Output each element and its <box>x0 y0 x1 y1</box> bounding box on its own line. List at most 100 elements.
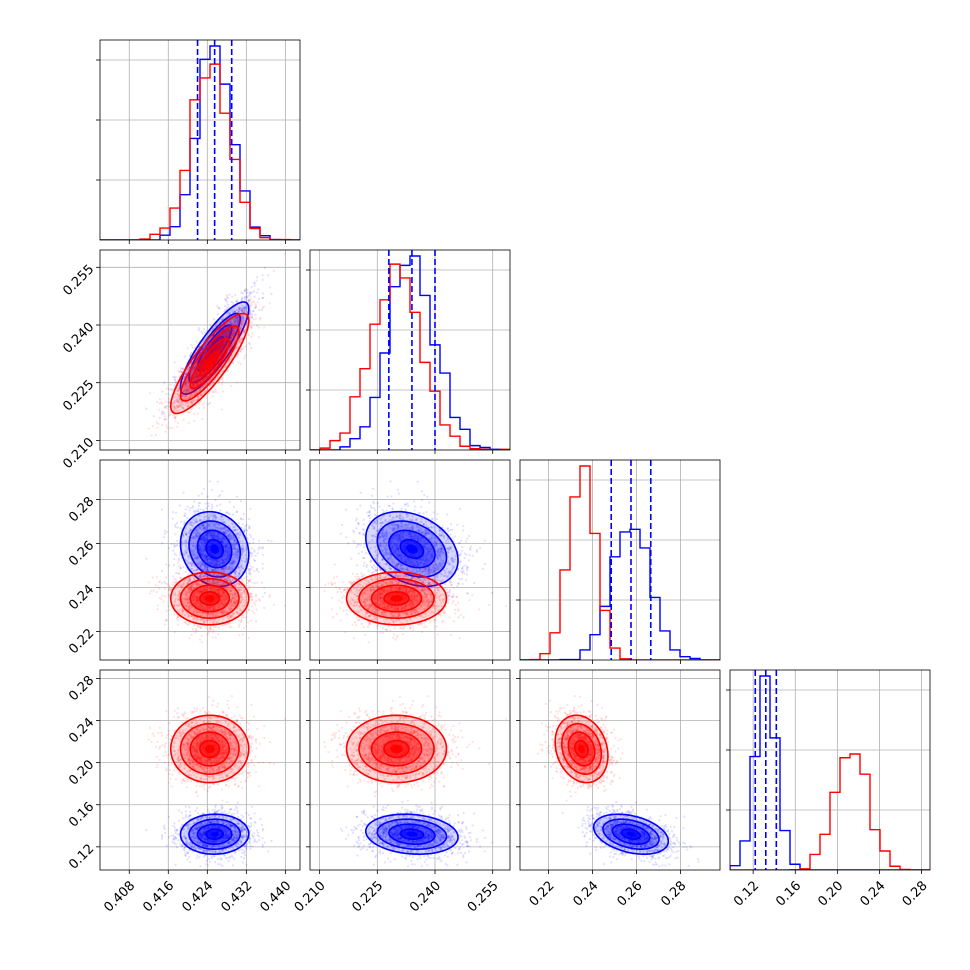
scatter-point <box>208 329 211 333</box>
scatter-point <box>186 404 190 407</box>
scatter-point <box>254 313 257 317</box>
scatter-point <box>198 380 201 383</box>
scatter-point <box>171 510 175 514</box>
scatter-point <box>231 332 234 335</box>
scatter-point <box>173 376 176 379</box>
scatter-point <box>214 341 217 344</box>
scatter-point <box>186 377 189 380</box>
scatter-point <box>187 384 190 387</box>
scatter-point <box>228 347 232 351</box>
scatter-point <box>217 347 221 350</box>
scatter-point <box>178 375 181 378</box>
scatter-point <box>250 316 254 319</box>
scatter-point <box>239 328 242 331</box>
scatter-point <box>178 404 181 407</box>
scatter-point <box>190 383 193 386</box>
scatter-point <box>241 523 245 526</box>
scatter-point <box>201 386 205 389</box>
scatter-point <box>174 396 177 399</box>
scatter-point <box>202 376 205 379</box>
scatter-point <box>232 307 235 310</box>
scatter-point <box>228 329 231 333</box>
scatter-point <box>164 400 168 403</box>
scatter-point <box>248 303 251 306</box>
scatter-point <box>241 318 245 321</box>
scatter-point <box>173 378 176 382</box>
scatter-point <box>184 401 187 404</box>
scatter-point <box>174 415 177 418</box>
scatter-point <box>232 340 235 343</box>
scatter-point <box>227 329 230 333</box>
scatter-point <box>196 380 199 383</box>
scatter-point <box>171 402 174 405</box>
scatter-point <box>199 508 202 511</box>
scatter-point <box>196 370 200 373</box>
scatter-point <box>179 402 182 405</box>
scatter-point <box>240 309 243 312</box>
scatter-point <box>185 394 188 398</box>
scatter-point <box>196 412 199 415</box>
scatter-point <box>176 526 179 529</box>
scatter-point <box>197 403 200 406</box>
scatter-point <box>194 374 197 377</box>
scatter-point <box>209 345 212 348</box>
scatter-point <box>198 377 202 381</box>
scatter-point <box>231 336 234 339</box>
scatter-point <box>181 391 184 395</box>
scatter-point <box>201 417 204 420</box>
scatter-point <box>221 378 224 381</box>
scatter-point <box>176 389 180 392</box>
scatter-point <box>234 293 237 296</box>
scatter-point <box>185 389 188 392</box>
scatter-point <box>210 488 214 491</box>
scatter-point <box>232 323 235 326</box>
scatter-point <box>236 300 239 303</box>
scatter-point <box>224 331 228 334</box>
scatter-point <box>185 380 188 384</box>
scatter-point <box>225 306 229 309</box>
scatter-point <box>206 348 209 351</box>
scatter-point <box>184 391 187 394</box>
scatter-point <box>196 383 200 386</box>
scatter-point <box>188 375 191 378</box>
scatter-point <box>247 300 250 303</box>
scatter-point <box>171 426 174 430</box>
scatter-point <box>201 361 204 364</box>
scatter-point <box>253 581 256 585</box>
scatter-point <box>179 369 182 372</box>
scatter-point <box>200 364 203 367</box>
scatter-point <box>183 386 186 389</box>
scatter-point <box>189 411 192 414</box>
scatter-point <box>192 384 195 387</box>
scatter-point <box>211 376 214 379</box>
scatter-point <box>202 361 205 364</box>
scatter-point <box>235 300 238 303</box>
scatter-point <box>204 376 207 379</box>
scatter-point <box>239 321 242 324</box>
scatter-point <box>182 491 185 494</box>
scatter-point <box>240 338 243 341</box>
scatter-point <box>249 507 252 510</box>
scatter-point <box>190 373 193 376</box>
scatter-point <box>241 314 244 317</box>
scatter-point <box>239 322 243 325</box>
scatter-point <box>226 332 230 335</box>
scatter-point <box>192 379 196 382</box>
scatter-point <box>179 520 183 523</box>
scatter-point <box>192 376 195 379</box>
scatter-point <box>239 307 242 310</box>
scatter-point <box>210 371 213 374</box>
scatter-point <box>208 402 212 405</box>
scatter-point <box>228 330 231 333</box>
scatter-point <box>212 367 215 370</box>
scatter-point <box>175 539 179 542</box>
scatter-point <box>235 323 238 326</box>
scatter-point <box>244 298 247 301</box>
scatter-point <box>232 332 235 335</box>
scatter-point <box>189 400 193 403</box>
scatter-point <box>222 344 225 347</box>
scatter-point <box>199 364 202 367</box>
scatter-point <box>185 380 188 384</box>
scatter-point <box>192 382 196 385</box>
scatter-point <box>233 320 237 323</box>
